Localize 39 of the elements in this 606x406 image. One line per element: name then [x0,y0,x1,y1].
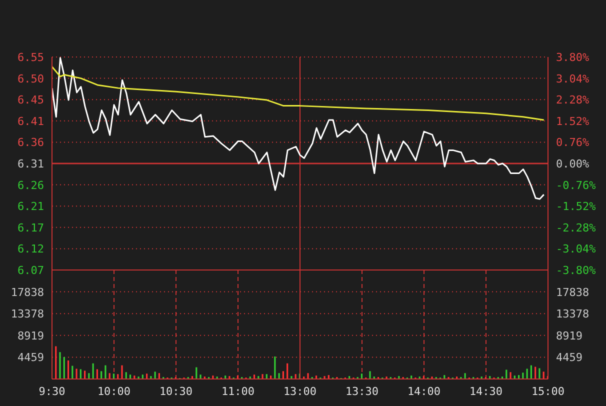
y2-tick-label: 3.80% [556,51,590,64]
x-tick-label: 10:00 [97,384,131,398]
y-tick-label: 6.12 [18,242,44,256]
x-tick-label: 11:00 [221,384,255,398]
y2-tick-label: 0.00% [556,158,590,170]
y-tick-label: 6.07 [18,264,44,277]
y-tick-label: 4459 [18,351,44,364]
x-tick-label: 13:00 [283,384,317,398]
y2-tick-label: -2.28% [556,221,596,234]
y-tick-label: 6.26 [18,178,44,192]
y2-tick-label: -0.76% [556,178,596,192]
y2-tick-label: 3.04% [556,72,590,86]
y-tick-label: 13378 [10,308,44,321]
y-tick-label: 6.36 [18,136,44,150]
x-tick-label: 10:30 [159,384,193,398]
y2-tick-label: 1.52% [556,114,590,128]
y-tick-label: 6.21 [18,200,44,214]
y-tick-label: 8919 [18,329,44,342]
x-tick-label: 13:30 [345,384,379,398]
x-tick-label: 14:00 [407,384,441,398]
y2-tick-label: -1.52% [556,200,596,214]
y2-tick-label: 13378 [556,308,590,321]
y2-tick-label: 8919 [556,329,582,342]
y2-tick-label: 4459 [556,351,582,364]
y2-tick-label: 17838 [556,286,590,299]
y2-tick-label: -3.04% [556,242,596,256]
y2-tick-label: -3.80% [556,264,596,277]
x-tick-label: 15:00 [531,384,565,398]
y2-tick-label: 0.76% [556,136,590,150]
y-tick-label: 6.41 [18,114,44,128]
y-tick-label: 17838 [10,286,44,299]
y-tick-label: 6.55 [18,51,44,64]
y-tick-label: 6.17 [18,221,44,234]
x-tick-label: 14:30 [469,384,503,398]
y-tick-label: 6.50 [18,72,44,86]
x-tick-label: 9:30 [38,384,66,398]
y2-tick-label: 2.28% [556,94,590,107]
y-tick-label: 6.45 [18,94,44,107]
y-tick-label: 6.31 [18,158,44,170]
